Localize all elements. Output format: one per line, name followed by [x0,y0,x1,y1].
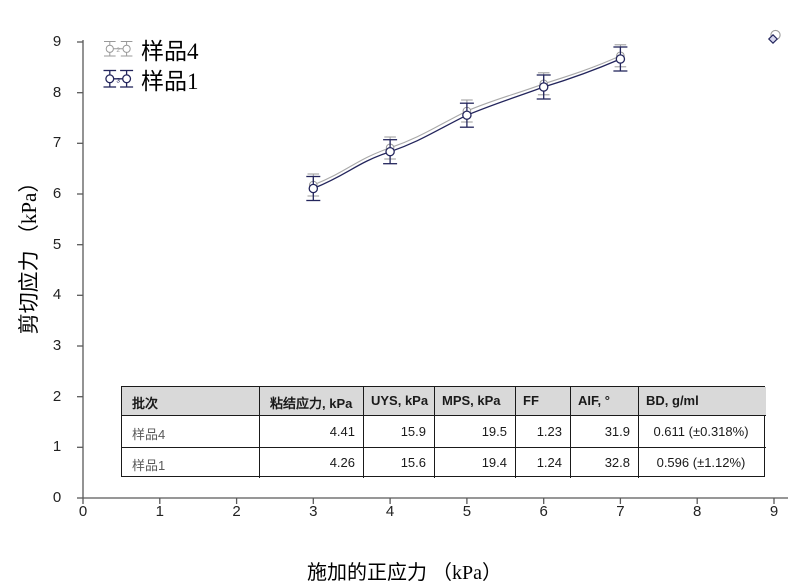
svg-text:2: 2 [116,47,120,54]
svg-text:3: 3 [116,77,120,84]
